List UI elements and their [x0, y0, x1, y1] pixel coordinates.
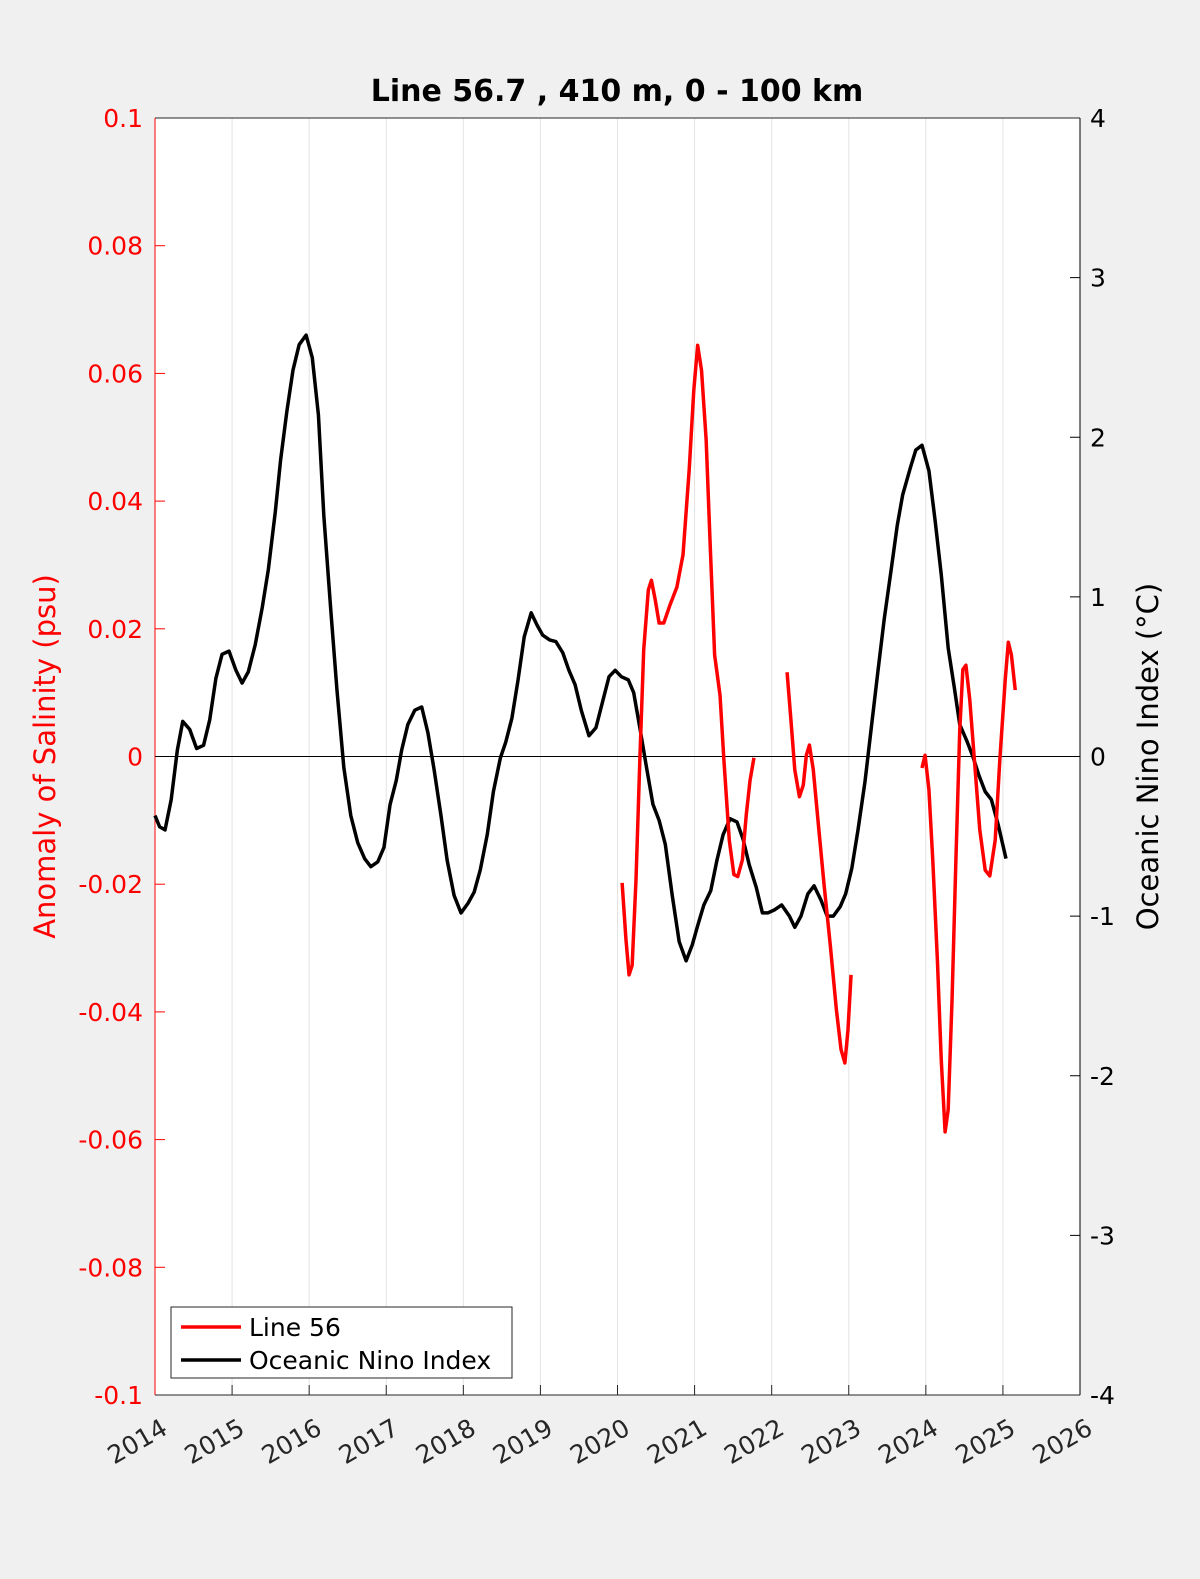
y2-axis-label: Oceanic Nino Index (°C): [1131, 583, 1165, 931]
y-tick-label: -0.02: [78, 870, 143, 899]
y2-tick-label: 1: [1090, 583, 1106, 612]
y2-tick-label: 3: [1090, 264, 1106, 293]
y-tick-label: -0.06: [78, 1126, 143, 1155]
y-tick-label: 0.04: [87, 487, 143, 516]
y2-tick-label: 0: [1090, 743, 1106, 772]
y-tick-label: -0.08: [78, 1253, 143, 1282]
y-tick-label: 0.1: [103, 104, 143, 133]
y-tick-label: -0.1: [94, 1381, 143, 1410]
legend-box: [170, 1306, 513, 1379]
y-tick-label: 0.08: [87, 232, 143, 261]
y-tick-label: 0.02: [87, 615, 143, 644]
y2-tick-label: -3: [1090, 1221, 1115, 1250]
y-axis-label: Anomaly of Salinity (psu): [28, 574, 62, 939]
series-line: [153, 333, 1008, 963]
y2-tick-label: -4: [1090, 1381, 1115, 1410]
legend-label: Oceanic Nino Index: [249, 1346, 491, 1375]
y-tick-label: 0.06: [87, 359, 143, 388]
y-tick-label: -0.04: [78, 998, 143, 1027]
y2-tick-label: -2: [1090, 1062, 1115, 1091]
y-tick-label: 0: [127, 743, 143, 772]
y2-tick-label: 2: [1090, 423, 1106, 452]
y2-tick-label: -1: [1090, 902, 1115, 931]
series-line: [620, 343, 1017, 1134]
legend-label: Line 56: [249, 1313, 341, 1342]
y2-tick-label: 4: [1090, 104, 1106, 133]
chart-title: Line 56.7 , 410 m, 0 - 100 km: [371, 74, 864, 109]
